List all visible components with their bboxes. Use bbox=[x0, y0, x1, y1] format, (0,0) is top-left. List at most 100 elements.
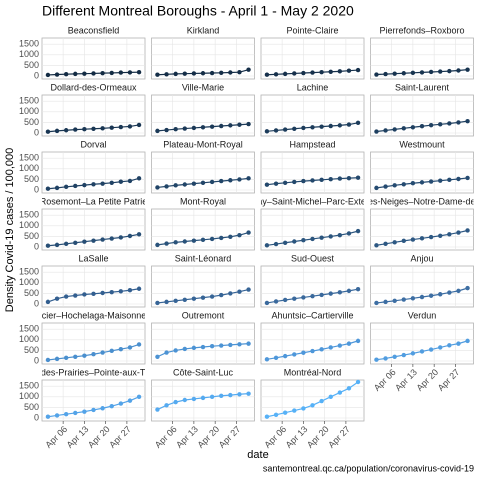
data-point bbox=[82, 353, 87, 358]
data-point bbox=[264, 129, 270, 134]
data-point bbox=[209, 179, 215, 185]
data-point bbox=[410, 237, 416, 242]
data-point bbox=[374, 243, 379, 248]
data-point bbox=[91, 71, 96, 76]
data-point bbox=[374, 357, 379, 362]
x-tick-label: Apr 27 bbox=[107, 424, 133, 450]
data-point bbox=[164, 299, 169, 305]
data-point bbox=[355, 120, 361, 126]
data-point bbox=[109, 236, 114, 241]
data-point bbox=[237, 392, 242, 397]
data-point bbox=[182, 346, 187, 352]
y-tick-label: 1500 bbox=[19, 324, 39, 334]
strip-label: Outremont bbox=[182, 310, 225, 320]
data-point bbox=[155, 128, 160, 134]
data-point bbox=[100, 406, 105, 411]
data-point bbox=[419, 70, 425, 75]
data-point bbox=[200, 125, 206, 130]
data-point bbox=[63, 241, 69, 247]
data-point bbox=[136, 342, 142, 347]
strip-label: Ville-Marie bbox=[182, 82, 224, 92]
data-point bbox=[127, 70, 133, 75]
data-point bbox=[346, 122, 352, 127]
y-tick-label: 1500 bbox=[19, 381, 39, 391]
data-point bbox=[164, 241, 169, 246]
data-point bbox=[191, 125, 197, 131]
data-point bbox=[383, 299, 388, 305]
data-point bbox=[355, 338, 361, 344]
data-point bbox=[164, 72, 169, 77]
strip-label: Rosemont–La Petite Patrie bbox=[40, 196, 148, 206]
strip-label: Hampstead bbox=[289, 139, 335, 149]
data-point bbox=[246, 67, 251, 72]
y-tick-label: 1500 bbox=[19, 96, 39, 106]
data-point bbox=[465, 285, 470, 291]
data-point bbox=[383, 184, 388, 189]
data-point bbox=[346, 175, 352, 181]
data-point bbox=[392, 127, 397, 132]
data-point bbox=[118, 401, 124, 406]
data-point bbox=[228, 70, 233, 75]
data-point bbox=[219, 235, 224, 241]
data-point bbox=[100, 237, 105, 242]
data-point bbox=[155, 300, 160, 306]
data-point bbox=[355, 379, 361, 385]
data-point bbox=[264, 300, 270, 306]
data-point bbox=[228, 234, 233, 240]
data-point bbox=[447, 232, 452, 237]
data-point bbox=[438, 345, 443, 350]
data-point bbox=[419, 236, 425, 241]
strip-label: Rivière-des-Prairies–Pointe-aux-Trembles bbox=[10, 367, 178, 377]
strip-label: Saint-Léonard bbox=[175, 253, 232, 263]
strip-label: Lachine bbox=[297, 82, 329, 92]
data-point bbox=[219, 343, 224, 348]
data-point bbox=[310, 236, 315, 242]
data-point bbox=[200, 344, 206, 350]
panel bbox=[370, 94, 474, 137]
data-point bbox=[200, 237, 206, 242]
data-point bbox=[73, 183, 78, 189]
data-point bbox=[273, 72, 279, 77]
data-point bbox=[328, 291, 333, 296]
data-point bbox=[228, 123, 233, 128]
x-tick-label: Apr 13 bbox=[65, 424, 91, 450]
data-point bbox=[182, 182, 187, 187]
data-point bbox=[63, 184, 69, 190]
data-point bbox=[109, 70, 114, 76]
data-point bbox=[173, 240, 178, 245]
data-point bbox=[428, 347, 434, 352]
y-tick-label: 500 bbox=[24, 117, 39, 127]
data-point bbox=[438, 233, 443, 238]
y-tick-label: 1000 bbox=[19, 277, 39, 287]
data-point bbox=[164, 184, 169, 189]
data-point bbox=[246, 121, 251, 127]
data-point bbox=[282, 71, 288, 77]
panel bbox=[370, 265, 474, 308]
data-point bbox=[82, 409, 87, 414]
data-point bbox=[447, 121, 452, 126]
data-point bbox=[209, 394, 215, 400]
data-point bbox=[383, 128, 388, 133]
data-point bbox=[155, 354, 160, 359]
data-point bbox=[419, 124, 425, 129]
data-point bbox=[456, 176, 461, 182]
data-point bbox=[63, 294, 69, 299]
data-point bbox=[228, 392, 233, 398]
y-tick-label: 1000 bbox=[19, 49, 39, 59]
data-point bbox=[456, 341, 461, 346]
data-point bbox=[392, 183, 397, 188]
strip-label: Pierrefonds–Roxboro bbox=[379, 25, 464, 35]
strip-label: Côte-Saint-Luc bbox=[173, 367, 234, 377]
data-point bbox=[282, 240, 288, 245]
data-point bbox=[456, 230, 461, 235]
data-point bbox=[91, 407, 96, 413]
strip-label: Pointe-Claire bbox=[286, 25, 338, 35]
panel bbox=[151, 322, 255, 365]
y-tick-label: 0 bbox=[34, 70, 39, 80]
data-point bbox=[465, 338, 470, 344]
data-point bbox=[401, 182, 406, 187]
data-point bbox=[200, 295, 206, 300]
data-point bbox=[219, 393, 224, 398]
data-point bbox=[282, 127, 288, 132]
data-point bbox=[91, 291, 96, 297]
